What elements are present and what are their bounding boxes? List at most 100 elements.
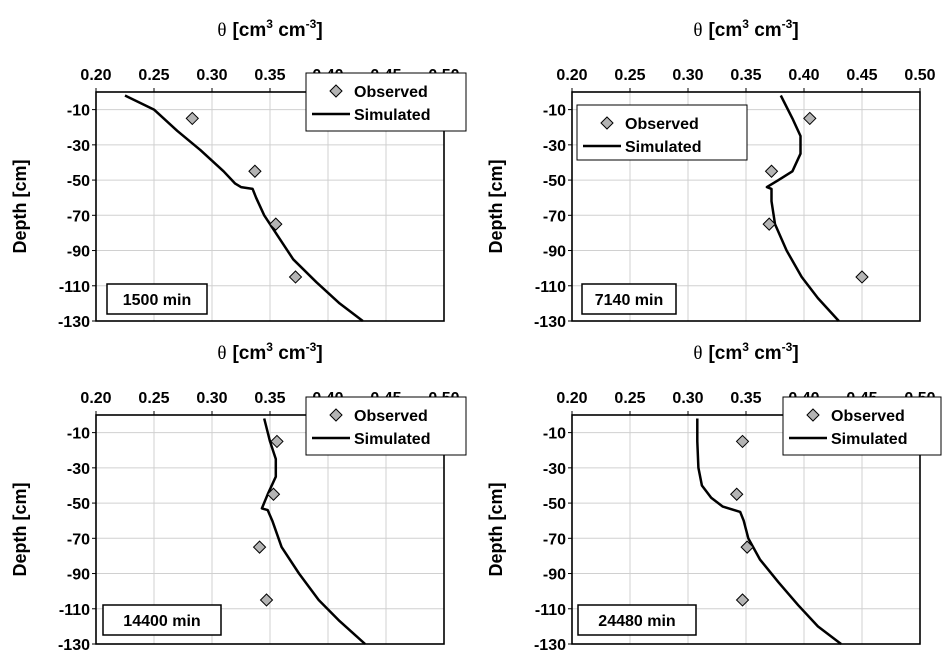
legend-observed-marker <box>806 408 820 422</box>
y-tick-label: -70 <box>67 531 90 548</box>
simulated-line <box>696 418 842 645</box>
observed-point <box>764 164 779 178</box>
y-tick-label: -110 <box>535 602 566 619</box>
x-title-exponent: -3 <box>306 17 317 31</box>
y-tick-label: -90 <box>543 244 566 261</box>
x-title-exponent: 3 <box>742 17 749 31</box>
legend-observed-marker <box>329 408 343 422</box>
simulated-line <box>124 94 364 322</box>
y-tick-label: -10 <box>67 426 90 443</box>
panel-label-box <box>102 604 222 636</box>
x-tick-label: 0.30 <box>196 67 227 84</box>
legend-observed-label: Observed <box>354 408 428 425</box>
y-tick-label: -130 <box>58 637 90 651</box>
x-tick-label: 0.25 <box>614 390 645 407</box>
legend-box <box>782 396 942 456</box>
observed-point <box>855 270 869 284</box>
observed-point <box>803 111 817 126</box>
observed-point <box>270 434 284 449</box>
y-tick-label: -110 <box>59 602 90 619</box>
y-tick-label: -50 <box>543 173 566 190</box>
legend-observed-label: Observed <box>625 116 699 133</box>
y-tick-label: -130 <box>534 637 566 651</box>
x-title-exponent: 3 <box>266 17 273 31</box>
legend-simulated-label: Simulated <box>354 431 430 448</box>
y-tick-label: -30 <box>543 138 566 155</box>
x-title-symbol: θ <box>217 20 226 41</box>
observed-point <box>185 111 199 126</box>
y-tick-label: -10 <box>543 103 566 120</box>
y-tick-label: -90 <box>67 244 90 261</box>
x-tick-label: 0.30 <box>672 67 703 84</box>
x-tick-label: 0.20 <box>80 390 111 407</box>
observed-point <box>730 487 744 501</box>
x-title-unit-mid: cm <box>749 20 782 41</box>
legend-observed-marker <box>600 116 614 130</box>
x-title-symbol: θ <box>693 20 702 41</box>
y-axis-title: Depth [cm] <box>486 160 506 254</box>
y-tick-label: -30 <box>67 138 90 155</box>
legend: Observed Simulated <box>305 72 467 132</box>
simulated-line <box>260 418 366 645</box>
panel-label-box <box>106 283 208 315</box>
y-tick-label: -90 <box>543 567 566 584</box>
chart-panel-2: 0.20 0.25 0.30 0.35 0.40 0.45 0.50 -10 -30 -50 -70… <box>486 17 936 331</box>
y-tick-label: -50 <box>67 173 90 190</box>
y-tick-label: -70 <box>543 531 566 548</box>
x-title-unit: [cm <box>232 20 266 41</box>
x-title-exponent: -3 <box>782 17 793 31</box>
x-title-exponent: 3 <box>742 340 749 354</box>
x-title-unit-mid: cm <box>273 343 306 364</box>
x-title-unit: [cm <box>232 343 266 364</box>
legend-box <box>305 396 467 456</box>
observed-point <box>288 270 303 284</box>
x-axis-title: θ [cm3 cm-3] <box>693 340 798 364</box>
panel-label: 24480 min <box>598 613 675 630</box>
legend-box <box>305 72 467 132</box>
x-title-end: ] <box>792 343 798 364</box>
x-title-symbol: θ <box>217 343 226 364</box>
x-tick-label: 0.50 <box>904 67 935 84</box>
legend-simulated-label: Simulated <box>354 107 430 124</box>
x-tick-label: 0.35 <box>254 67 285 84</box>
x-title-unit: [cm <box>708 20 742 41</box>
x-title-exponent: -3 <box>782 340 793 354</box>
x-title-end: ] <box>316 343 322 364</box>
y-tick-label: -110 <box>535 279 566 296</box>
x-title-unit-mid: cm <box>273 20 306 41</box>
y-axis-title: Depth [cm] <box>486 483 506 577</box>
x-tick-label: 0.20 <box>556 390 587 407</box>
legend-observed-label: Observed <box>831 408 905 425</box>
observed-point <box>259 593 274 607</box>
panel-label-box <box>577 604 697 636</box>
x-tick-label: 0.35 <box>730 390 761 407</box>
x-axis-title: θ [cm3 cm-3] <box>217 340 322 364</box>
legend-observed-marker <box>329 84 343 98</box>
y-tick-label: -90 <box>67 567 90 584</box>
x-tick-label: 0.40 <box>788 67 819 84</box>
panel-label: 14400 min <box>123 613 200 630</box>
observed-point <box>266 487 281 501</box>
x-tick-label: 0.25 <box>138 67 169 84</box>
x-axis-title: θ [cm3 cm-3] <box>693 17 798 41</box>
y-tick-label: -130 <box>58 314 90 331</box>
observed-point <box>735 434 750 449</box>
x-axis-title: θ [cm3 cm-3] <box>217 17 322 41</box>
legend-box <box>576 104 748 161</box>
panel-label: 7140 min <box>595 292 663 309</box>
x-title-end: ] <box>316 20 322 41</box>
chart-panel-4: 0.200.250.300.350.400.450.50-10-30-50-70… <box>486 340 942 651</box>
legend: Observed Simulated <box>305 396 467 456</box>
x-tick-label: 0.25 <box>614 67 645 84</box>
y-tick-label: -10 <box>543 426 566 443</box>
x-tick-label: 0.25 <box>138 390 169 407</box>
y-tick-label: -70 <box>67 208 90 225</box>
y-axis-title: Depth [cm] <box>10 160 30 254</box>
observed-point <box>740 540 754 554</box>
observed-point <box>735 593 750 607</box>
x-title-unit-mid: cm <box>749 343 782 364</box>
x-tick-label: 0.35 <box>254 390 285 407</box>
x-tick-label: 0.30 <box>196 390 227 407</box>
legend: Observed Simulated <box>782 396 942 456</box>
